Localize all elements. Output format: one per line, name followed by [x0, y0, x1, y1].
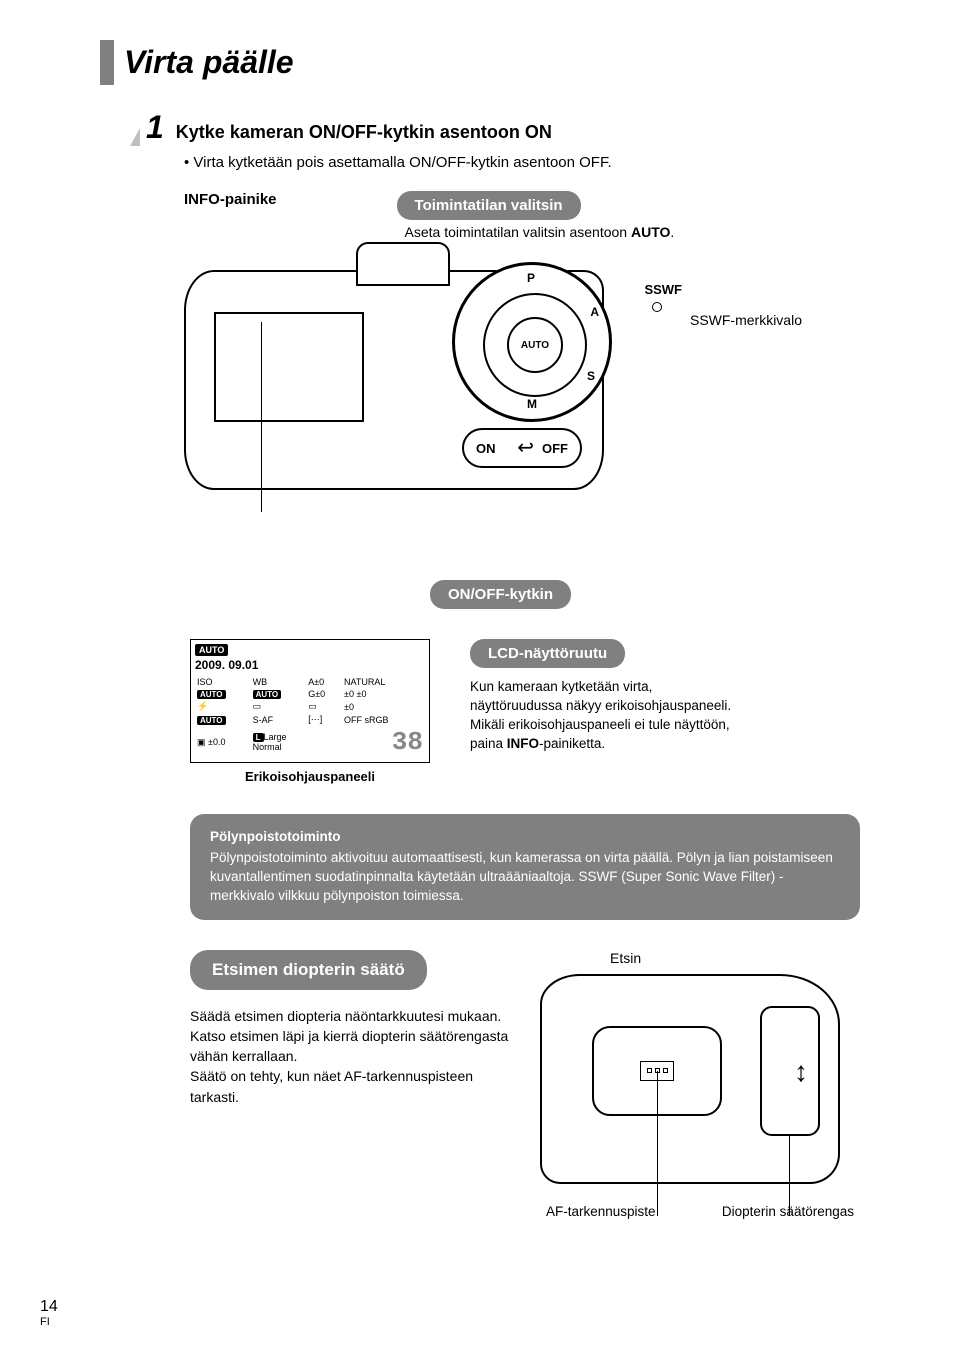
- step-sub-bullet: • Virta kytketään pois asettamalla ON/OF…: [184, 154, 900, 171]
- diopter-ring-label: Diopterin säätörengas: [722, 1204, 854, 1219]
- lcd-large: Large: [264, 732, 287, 742]
- lcd-text-l4: paina INFO-painiketta.: [470, 735, 860, 754]
- leader-line-ring: [789, 1136, 790, 1216]
- mode-letter-a: A: [590, 305, 599, 319]
- page-region: FI: [40, 1316, 58, 1328]
- onoff-off: OFF: [542, 441, 568, 456]
- diopter-ring: [760, 1006, 820, 1136]
- mode-selector-pill: Toimintatilan valitsin: [397, 191, 581, 220]
- lcd-l4-suffix: -painiketta.: [539, 736, 605, 751]
- sswf-tag: SSWF: [644, 282, 682, 297]
- leader-line-lcd: [261, 322, 262, 512]
- mode-dial: AUTO P A S M: [452, 262, 612, 422]
- lcd-l4-prefix: paina: [470, 736, 507, 751]
- lcd-auto-box: AUTO: [195, 644, 228, 656]
- dust-reduction-note: Pölynpoistotoiminto Pölynpoistotoiminto …: [190, 814, 860, 920]
- lcd-pm0a: ±0: [344, 689, 354, 699]
- viewfinder-illustration: ↕: [540, 974, 840, 1184]
- lcd-iso: ISO: [195, 676, 251, 688]
- mode-dial-center: AUTO: [507, 317, 563, 373]
- mode-letter-p: P: [527, 271, 535, 285]
- step-heading-bold: ON/OFF: [309, 122, 377, 142]
- step-number: 1: [146, 109, 164, 146]
- lcd-auto3: AUTO: [197, 716, 226, 725]
- step-1-row: 1 Kytke kameran ON/OFF-kytkin asentoon O…: [130, 109, 900, 146]
- lcd-table: ISO WB A±0 NATURAL AUTO AUTO G±0 ±0 ±0 ⚡…: [195, 676, 425, 758]
- lcd-text-l1: Kun kameraan kytketään virta,: [470, 678, 860, 697]
- diopter-left-column: Etsimen diopterin säätö Säädä etsimen di…: [190, 950, 510, 1219]
- mode-letter-m: M: [527, 397, 537, 411]
- onoff-on: ON: [476, 441, 496, 456]
- lcd-callout-pill: LCD-näyttöruutu: [470, 639, 625, 668]
- lcd-count: 38: [342, 726, 425, 758]
- info-label-text: INFO-painike: [184, 191, 277, 208]
- sswf-led-icon: [652, 302, 662, 312]
- lcd-off: OFF: [344, 715, 362, 725]
- lcd-pm0c: ±0: [342, 700, 425, 713]
- lcd-panel-column: AUTO 2009. 09.01 ISO WB A±0 NATURAL AUTO…: [190, 639, 430, 784]
- onoff-callout: ON/OFF-kytkin: [430, 580, 900, 609]
- info-button-label: INFO-painike: [184, 191, 277, 240]
- lcd-auto2: AUTO: [253, 690, 282, 699]
- lcd-wb: WB: [251, 676, 307, 688]
- step-heading: Kytke kameran ON/OFF-kytkin asentoon ON: [176, 122, 552, 143]
- camera-body-outline: AUTO P A S M SSWF SSWF-merkkivalo ON OFF…: [184, 270, 604, 490]
- lcd-description-column: LCD-näyttöruutu Kun kameraan kytketään v…: [470, 639, 860, 754]
- lcd-saf: S-AF: [251, 713, 307, 726]
- af-point-label: AF-tarkennuspiste: [546, 1204, 656, 1219]
- mode-selector-sub: Aseta toimintatilan valitsin asentoon AU…: [405, 224, 675, 240]
- page-number-value: 14: [40, 1298, 58, 1315]
- viewfinder-label: Etsin: [610, 950, 860, 966]
- page-number: 14 FI: [40, 1298, 58, 1328]
- onoff-callout-pill: ON/OFF-kytkin: [430, 580, 571, 609]
- diopter-right-column: Etsin ↕ AF-tarkennuspiste Diopterin säät…: [540, 950, 860, 1219]
- lcd-super-control-panel: AUTO 2009. 09.01 ISO WB A±0 NATURAL AUTO…: [190, 639, 430, 763]
- dust-note-body: Pölynpoistotoiminto aktivoituu automaatt…: [210, 849, 840, 906]
- step-heading-suffix: -kytkin asentoon ON: [377, 122, 552, 142]
- camera-lcd-rect: [214, 312, 364, 422]
- onoff-arrow-icon: ↩: [517, 435, 534, 460]
- diopter-arrow-icon: ↕: [794, 1056, 808, 1088]
- lcd-pm0b: ±0: [357, 689, 367, 699]
- diopter-heading-pill: Etsimen diopterin säätö: [190, 950, 427, 990]
- page-title-bar: Virta päälle: [100, 40, 900, 85]
- leader-line-af: [657, 1071, 658, 1216]
- lcd-panel-caption: Erikoisohjauspaneeli: [190, 769, 430, 784]
- lcd-a0: A±0: [306, 676, 342, 688]
- lcd-natural: NATURAL: [342, 676, 425, 688]
- sswf-label: SSWF-merkkivalo: [690, 312, 802, 328]
- mode-letter-s: S: [587, 369, 595, 383]
- mode-selector-callout: Toimintatilan valitsin Aseta toimintatil…: [397, 191, 675, 240]
- lcd-g0: G±0: [306, 688, 342, 700]
- lcd-exp: ±0.0: [208, 737, 225, 747]
- page-title: Virta päälle: [124, 40, 294, 85]
- lcd-auto1: AUTO: [197, 690, 226, 699]
- lcd-text-l3: Mikäli erikoisohjauspaneeli ei tule näyt…: [470, 716, 860, 735]
- lcd-date: 2009. 09.01: [195, 658, 425, 672]
- lcd-srgb: sRGB: [365, 715, 389, 725]
- step-heading-prefix: Kytke kameran: [176, 122, 309, 142]
- step-marker-icon: [130, 128, 140, 146]
- lcd-normal: Normal: [253, 742, 282, 752]
- diopter-instructions: Säädä etsimen diopteria näöntarkkuutesi …: [190, 1006, 510, 1107]
- lcd-l4-bold: INFO: [507, 736, 539, 751]
- lcd-text-l2: näyttöruudussa näkyy erikoisohjauspaneel…: [470, 697, 860, 716]
- camera-illustration: AUTO P A S M SSWF SSWF-merkkivalo ON OFF…: [184, 250, 816, 530]
- dust-note-title: Pölynpoistotoiminto: [210, 828, 840, 847]
- title-accent: [100, 40, 114, 85]
- lcd-description-text: Kun kameraan kytketään virta, näyttöruud…: [470, 678, 860, 754]
